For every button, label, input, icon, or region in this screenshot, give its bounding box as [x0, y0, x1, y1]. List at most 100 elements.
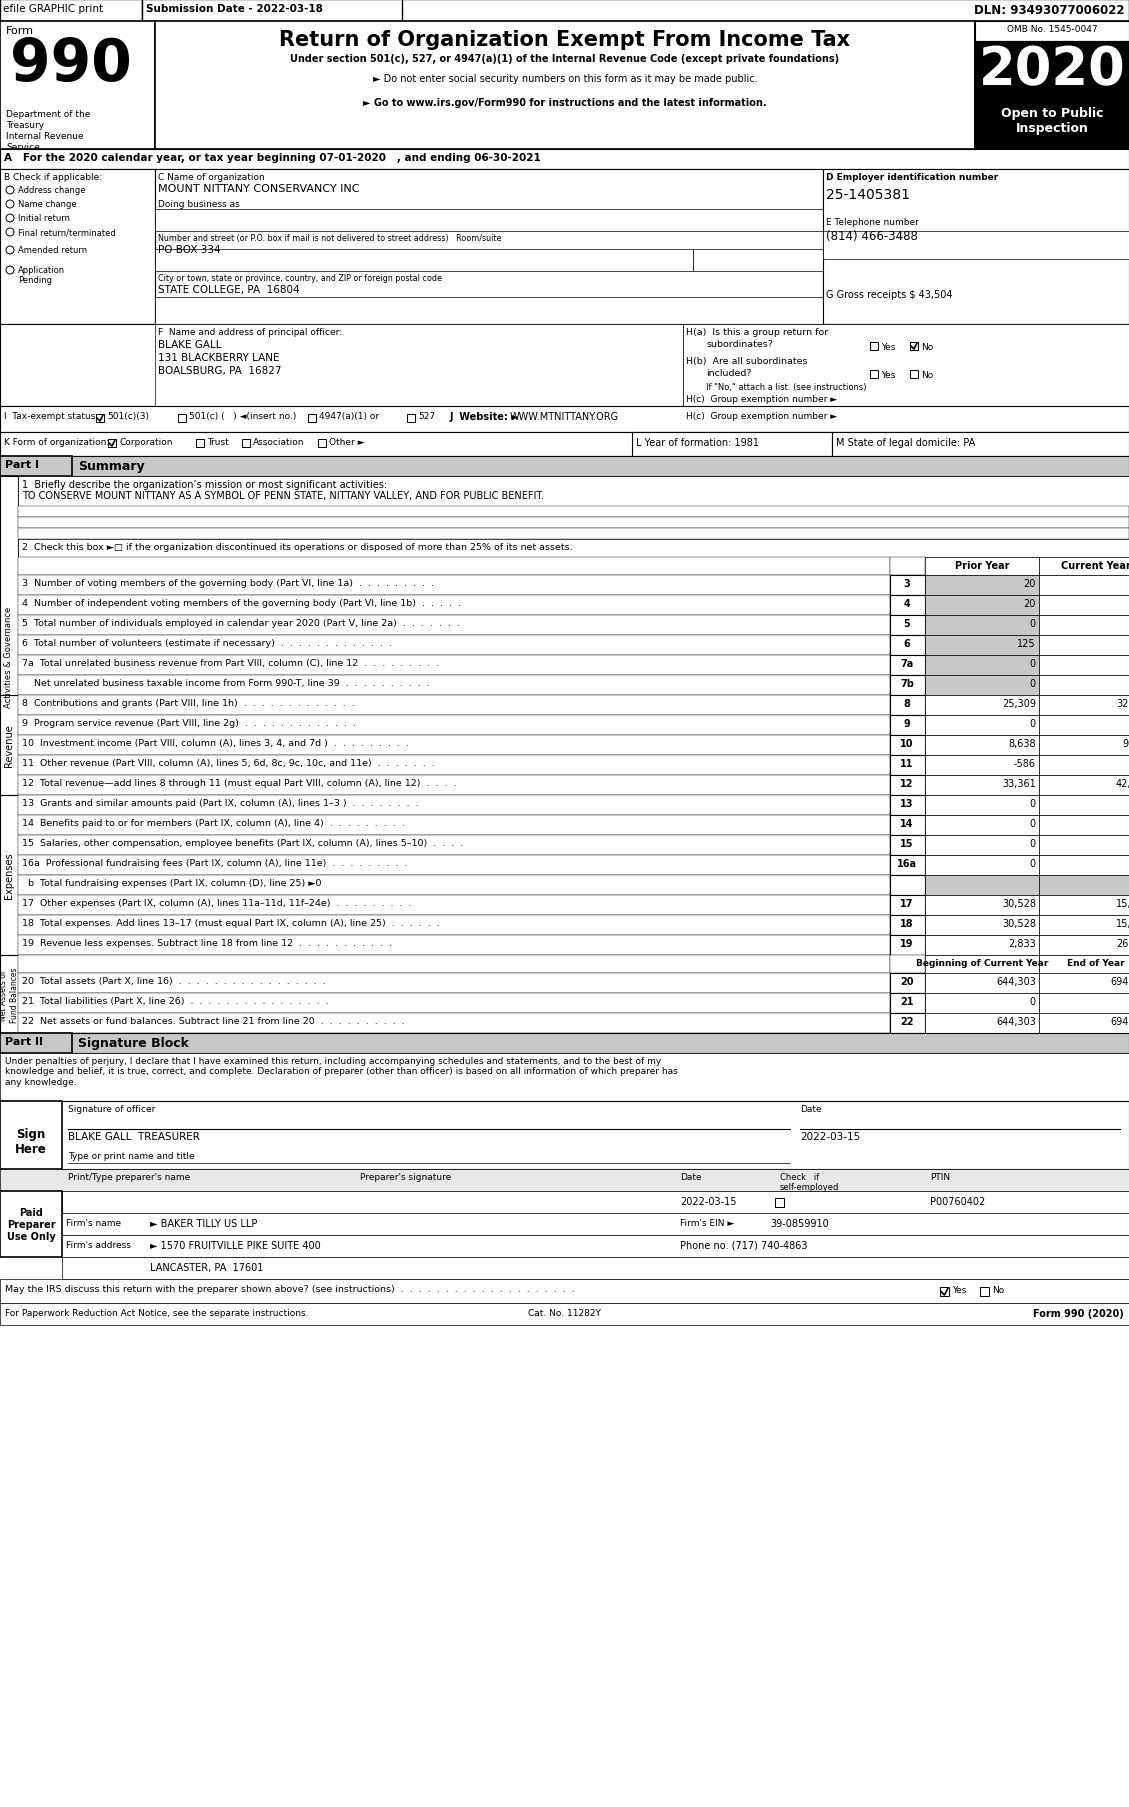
- Bar: [18, 735, 890, 755]
- Bar: [890, 815, 925, 835]
- Bar: [890, 676, 925, 696]
- Text: 15: 15: [900, 838, 913, 849]
- Text: 2  Check this box ►□ if the organization discontinued its operations or disposed: 2 Check this box ►□ if the organization …: [21, 542, 572, 551]
- Bar: [1039, 656, 1129, 676]
- Circle shape: [6, 201, 14, 210]
- Text: 19: 19: [900, 938, 913, 949]
- Bar: [925, 876, 1039, 896]
- Text: 5: 5: [903, 618, 910, 629]
- Text: Form: Form: [6, 25, 34, 36]
- Text: I  Tax-exempt status:: I Tax-exempt status:: [5, 412, 98, 421]
- Bar: [0, 1303, 1129, 1325]
- Text: H(c)  Group exemption number ►: H(c) Group exemption number ►: [686, 394, 837, 403]
- Bar: [823, 231, 1129, 260]
- Text: Signature of officer: Signature of officer: [68, 1104, 156, 1113]
- Text: Date: Date: [680, 1173, 701, 1182]
- Text: 9: 9: [903, 719, 910, 728]
- Bar: [155, 325, 683, 407]
- Text: BLAKE GALL: BLAKE GALL: [158, 340, 221, 351]
- Bar: [870, 370, 878, 379]
- Bar: [1039, 815, 1129, 835]
- Text: Signature Block: Signature Block: [78, 1037, 189, 1050]
- Bar: [925, 576, 1039, 596]
- Text: 22: 22: [900, 1016, 913, 1026]
- Text: 17: 17: [900, 898, 913, 909]
- Bar: [1039, 936, 1129, 956]
- Bar: [890, 855, 925, 876]
- Bar: [890, 1014, 925, 1034]
- Bar: [18, 855, 890, 876]
- Text: 8,638: 8,638: [1008, 739, 1036, 748]
- Text: 21  Total liabilities (Part X, line 26)  .  .  .  .  .  .  .  .  .  .  .  .  .  : 21 Total liabilities (Part X, line 26) .…: [21, 996, 329, 1005]
- Text: Submission Date - 2022-03-18: Submission Date - 2022-03-18: [146, 4, 323, 14]
- Text: self-employed: self-employed: [780, 1182, 839, 1191]
- Text: Inspection: Inspection: [1016, 121, 1088, 136]
- Text: Sign
Here: Sign Here: [15, 1128, 47, 1155]
- Text: Type or print name and title: Type or print name and title: [68, 1151, 194, 1160]
- Text: 501(c)(3): 501(c)(3): [107, 412, 149, 421]
- Bar: [910, 370, 918, 379]
- Text: G Gross receipts $ 43,504: G Gross receipts $ 43,504: [826, 289, 953, 300]
- Text: For Paperwork Reduction Act Notice, see the separate instructions.: For Paperwork Reduction Act Notice, see …: [5, 1308, 308, 1317]
- Text: J  Website: ►: J Website: ►: [450, 412, 519, 421]
- Bar: [890, 636, 925, 656]
- Text: Current Year: Current Year: [1061, 560, 1129, 571]
- Text: ► Go to www.irs.gov/Form990 for instructions and the latest information.: ► Go to www.irs.gov/Form990 for instruct…: [364, 98, 767, 108]
- Text: 18  Total expenses. Add lines 13–17 (must equal Part IX, column (A), line 25)  .: 18 Total expenses. Add lines 13–17 (must…: [21, 918, 440, 927]
- Bar: [925, 835, 1039, 855]
- Text: 22  Net assets or fund balances. Subtract line 21 from line 20  .  .  .  .  .  .: 22 Net assets or fund balances. Subtract…: [21, 1016, 405, 1025]
- Text: Part I: Part I: [5, 459, 40, 470]
- Bar: [18, 775, 890, 795]
- Text: PTIN: PTIN: [930, 1173, 951, 1182]
- Text: Return of Organization Exempt From Income Tax: Return of Organization Exempt From Incom…: [280, 31, 850, 51]
- Bar: [0, 0, 142, 22]
- Bar: [62, 1258, 1129, 1279]
- Text: efile GRAPHIC print: efile GRAPHIC print: [3, 4, 103, 14]
- Text: 990: 990: [10, 36, 132, 92]
- Text: Form 990 (2020): Form 990 (2020): [1033, 1308, 1124, 1319]
- Circle shape: [6, 229, 14, 237]
- Bar: [108, 439, 116, 448]
- Bar: [975, 22, 1129, 42]
- Text: 644,303: 644,303: [996, 1016, 1036, 1026]
- Text: 694,136: 694,136: [1110, 1016, 1129, 1026]
- Bar: [0, 457, 1129, 477]
- Bar: [925, 636, 1039, 656]
- Bar: [0, 1053, 1129, 1102]
- Text: City or town, state or province, country, and ZIP or foreign postal code: City or town, state or province, country…: [158, 275, 441, 284]
- Text: Yes: Yes: [952, 1285, 966, 1294]
- Text: 20: 20: [1024, 598, 1036, 609]
- Text: 25-1405381: 25-1405381: [826, 188, 910, 202]
- Bar: [870, 343, 878, 351]
- Bar: [925, 755, 1039, 775]
- Bar: [0, 1102, 62, 1169]
- Text: 11: 11: [900, 759, 913, 768]
- Bar: [1039, 558, 1129, 576]
- Text: 15,794: 15,794: [1115, 918, 1129, 929]
- Text: Preparer's signature: Preparer's signature: [360, 1173, 452, 1182]
- Bar: [0, 795, 18, 956]
- Bar: [1039, 896, 1129, 916]
- Text: 0: 0: [1030, 719, 1036, 728]
- Text: 4947(a)(1) or: 4947(a)(1) or: [320, 412, 379, 421]
- Bar: [18, 506, 1129, 519]
- Text: 6: 6: [903, 638, 910, 649]
- Text: 3: 3: [903, 578, 910, 589]
- Text: Part II: Part II: [5, 1037, 43, 1046]
- Bar: [890, 716, 925, 735]
- Bar: [1039, 876, 1129, 896]
- Text: 8  Contributions and grants (Part VIII, line 1h)  .  .  .  .  .  .  .  .  .  .  : 8 Contributions and grants (Part VIII, l…: [21, 699, 355, 708]
- Text: 26,230: 26,230: [1115, 938, 1129, 949]
- Text: 7b: 7b: [900, 679, 914, 688]
- Text: 2022-03-15: 2022-03-15: [800, 1131, 860, 1142]
- Text: 4  Number of independent voting members of the governing body (Part VI, line 1b): 4 Number of independent voting members o…: [21, 598, 461, 607]
- Text: ► 1570 FRUITVILLE PIKE SUITE 400: ► 1570 FRUITVILLE PIKE SUITE 400: [150, 1240, 321, 1250]
- Bar: [890, 558, 925, 576]
- Text: 32,125: 32,125: [1115, 699, 1129, 708]
- Bar: [155, 298, 823, 325]
- Text: 0: 0: [1030, 819, 1036, 829]
- Text: Paid
Preparer
Use Only: Paid Preparer Use Only: [7, 1207, 55, 1241]
- Text: Cat. No. 11282Y: Cat. No. 11282Y: [527, 1308, 601, 1317]
- Text: 11  Other revenue (Part VIII, column (A), lines 5, 6d, 8c, 9c, 10c, and 11e)  . : 11 Other revenue (Part VIII, column (A),…: [21, 759, 435, 768]
- Bar: [910, 343, 918, 351]
